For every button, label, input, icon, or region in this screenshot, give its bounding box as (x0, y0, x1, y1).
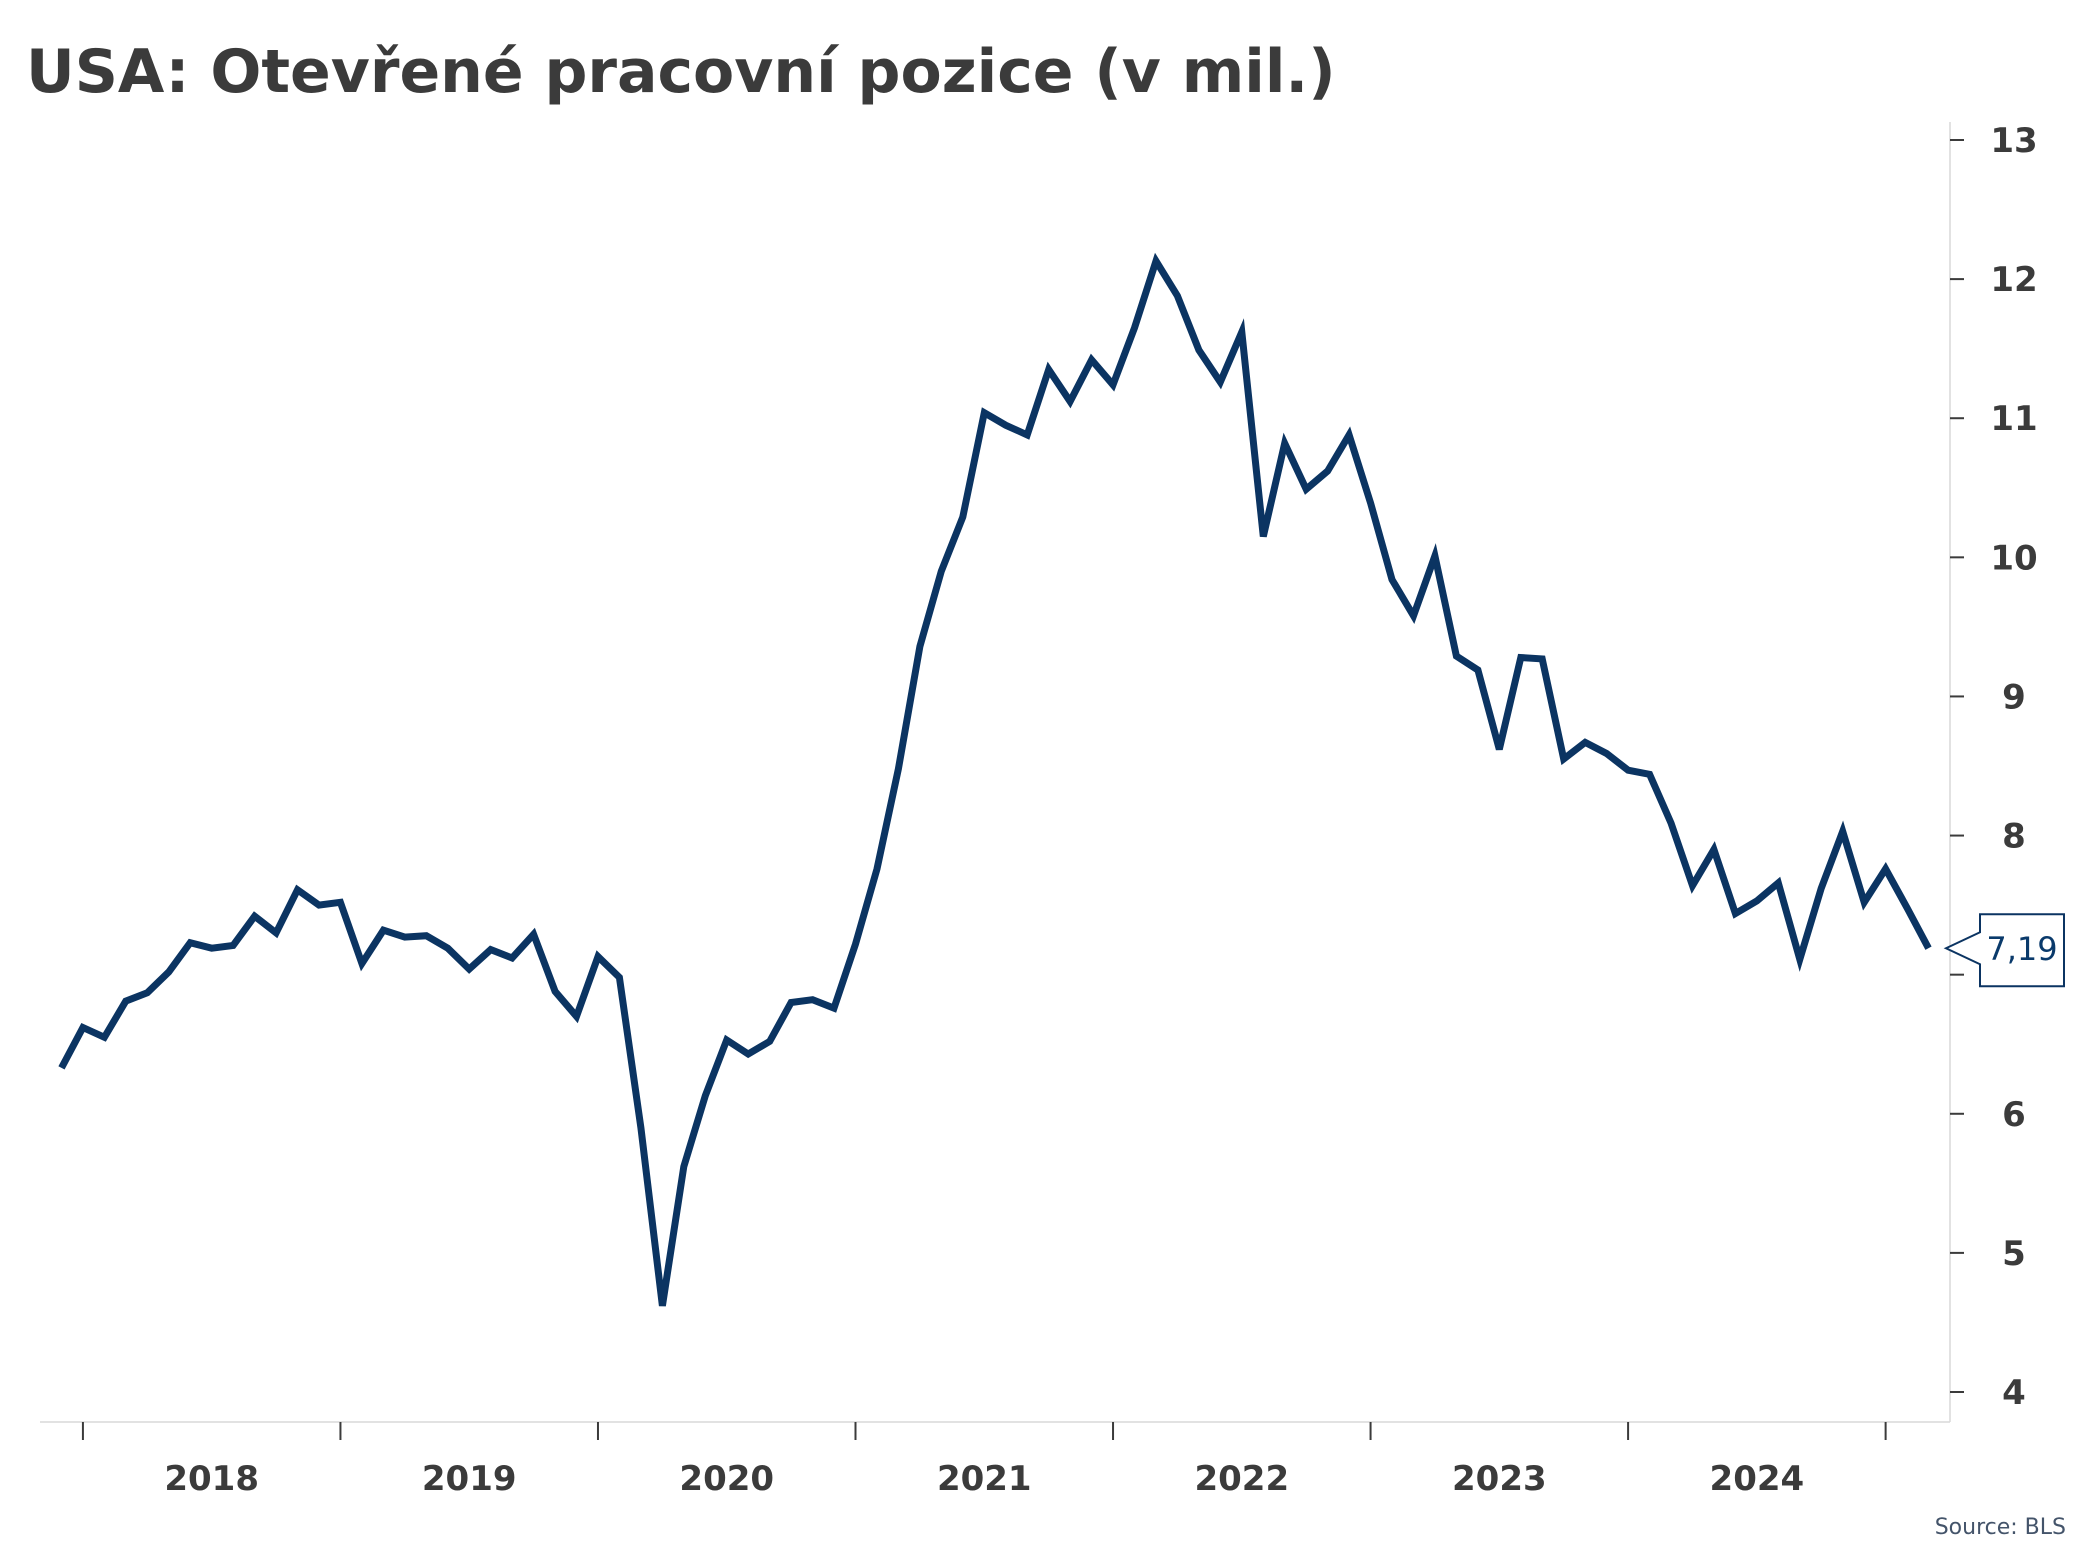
y-tick-label: 8 (2002, 817, 2026, 857)
x-axis-labels: 2018 2019 2020 2021 2022 2023 2024 (164, 1459, 1804, 1499)
y-tick-label: 11 (1990, 399, 2037, 439)
source-note: Source: BLS (1935, 1515, 2066, 1540)
x-axis: 2018 2019 2020 2021 2022 2023 2024 (40, 1421, 1950, 1499)
y-tick-label: 4 (2002, 1373, 2026, 1413)
y-axis-labels: 45678910111213 (1990, 121, 2037, 1413)
last-value-callout: 7,19 (1943, 913, 2065, 988)
chart-title: USA: Otevřené pracovní pozice (v mil.) (26, 37, 1336, 107)
last-value-callout-box (1943, 913, 2065, 988)
y-tick-label: 9 (2002, 677, 2026, 717)
x-tick-label: 2023 (1452, 1459, 1547, 1499)
x-tick-label: 2018 (164, 1459, 259, 1499)
y-tick-label: 12 (1990, 260, 2037, 300)
y-axis: 45678910111213 (1949, 121, 2038, 1422)
y-tick-label: 5 (2002, 1234, 2026, 1274)
x-tick-label: 2024 (1710, 1459, 1805, 1499)
y-tick-label: 6 (2002, 1095, 2026, 1135)
y-axis-ticks (1950, 139, 1964, 1393)
y-tick-label: 10 (1990, 538, 2037, 578)
x-tick-label: 2019 (422, 1459, 517, 1499)
series-line (58, 252, 1932, 1307)
series-group (58, 252, 1932, 1307)
x-tick-label: 2020 (679, 1459, 774, 1499)
x-axis-ticks (81, 1422, 1887, 1440)
y-tick-label: 13 (1990, 121, 2037, 161)
last-value-label: 7,19 (1986, 930, 2057, 968)
x-tick-label: 2021 (937, 1459, 1032, 1499)
x-tick-label: 2022 (1194, 1459, 1289, 1499)
